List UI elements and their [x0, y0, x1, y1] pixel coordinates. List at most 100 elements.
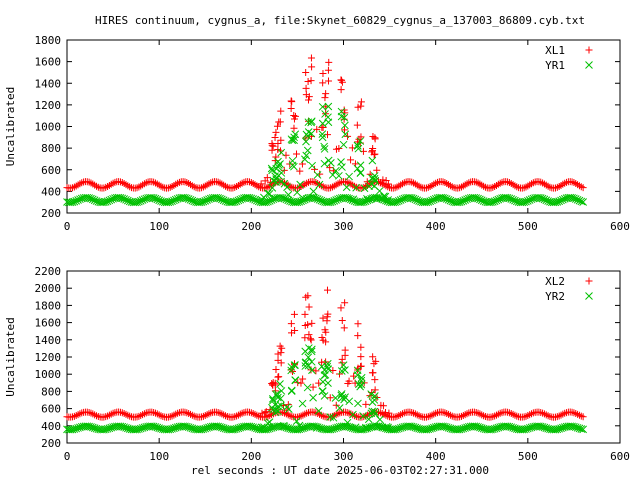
data-point [284, 190, 293, 199]
data-point [379, 176, 387, 184]
data-point [337, 194, 346, 202]
data-point [290, 136, 298, 145]
data-point [305, 117, 313, 125]
data-point [579, 425, 587, 434]
data-point [531, 194, 540, 202]
data-point [271, 381, 279, 389]
legend-glyph [585, 277, 593, 285]
data-point [302, 68, 310, 76]
y-tick-label: 1600 [35, 317, 62, 330]
data-point [364, 415, 373, 424]
data-point [268, 140, 276, 148]
data-point [277, 148, 286, 157]
data-point [337, 86, 345, 94]
data-point [290, 124, 298, 132]
data-point [274, 350, 282, 358]
data-point [127, 425, 136, 434]
data-point [287, 366, 296, 375]
data-point [337, 422, 346, 431]
data-point [349, 195, 358, 204]
data-point [308, 345, 316, 354]
data-point [307, 129, 316, 138]
data-point [144, 194, 152, 202]
data-point [295, 421, 304, 430]
data-point [291, 326, 299, 334]
chart-panel-2: 0 100 200 300 400 500 600 200 400 600 800 1000 1200 1… [4, 265, 630, 463]
data-point [335, 404, 344, 412]
x-tick-label: 100 [149, 220, 169, 233]
data-point [514, 425, 523, 434]
y-tick-label: 1400 [35, 334, 62, 347]
data-point [307, 357, 316, 366]
data-point [277, 136, 285, 144]
data-point [277, 169, 286, 177]
data-point [329, 367, 337, 375]
legend-marker [585, 277, 593, 285]
data-point [341, 366, 349, 374]
data-point [79, 194, 88, 202]
legend-glyph [585, 61, 593, 69]
data-point [313, 171, 322, 179]
data-point [360, 184, 369, 193]
data-point [308, 63, 316, 71]
x-tick-label: 200 [241, 450, 261, 463]
data-point [379, 402, 387, 410]
data-point [302, 84, 310, 92]
data-point [324, 102, 333, 111]
data-point [369, 144, 377, 152]
data-point [271, 387, 279, 395]
legend-marker [585, 46, 593, 54]
data-point [337, 76, 345, 84]
data-point [284, 401, 292, 409]
data-point [298, 399, 307, 408]
data-point [577, 425, 586, 433]
data-point [327, 159, 335, 167]
data-point [351, 423, 360, 432]
data-point [384, 423, 392, 432]
y-tick-label: 600 [41, 164, 61, 177]
data-point [382, 422, 391, 431]
data-point [298, 194, 307, 202]
data-point [321, 425, 329, 434]
data-point [208, 194, 217, 202]
data-point [263, 174, 271, 182]
data-point [341, 299, 349, 307]
data-point [288, 156, 297, 165]
series-XL1 [63, 54, 587, 192]
y-tick-label: 1000 [35, 368, 62, 381]
data-point [262, 408, 270, 416]
data-point [384, 196, 393, 204]
data-point [356, 382, 365, 391]
data-point [304, 96, 312, 104]
data-point [370, 172, 379, 180]
data-point [341, 130, 350, 139]
y-tick-label: 2000 [35, 282, 62, 295]
data-point [302, 151, 311, 160]
data-point [287, 386, 296, 395]
legend-glyph [585, 292, 593, 300]
data-point [304, 321, 312, 329]
data-point [272, 175, 280, 184]
data-point [331, 394, 340, 402]
data-point [261, 409, 269, 417]
data-point [370, 396, 379, 404]
data-point [347, 156, 355, 164]
data-point [357, 98, 365, 106]
data-point [354, 399, 362, 408]
data-point [290, 112, 298, 120]
data-point [466, 422, 475, 431]
data-point [256, 425, 265, 434]
data-point [307, 335, 315, 343]
y-tick-label: 400 [41, 185, 61, 198]
data-point [322, 338, 330, 346]
data-point [257, 180, 265, 188]
data-point [307, 347, 316, 356]
data-point [287, 97, 295, 105]
data-point [144, 422, 152, 431]
data-point [276, 160, 284, 168]
data-point [309, 187, 318, 196]
data-point [277, 387, 286, 395]
data-point [371, 386, 379, 394]
y-tick-label: 800 [41, 385, 61, 398]
y-tick-label: 1800 [35, 299, 62, 312]
